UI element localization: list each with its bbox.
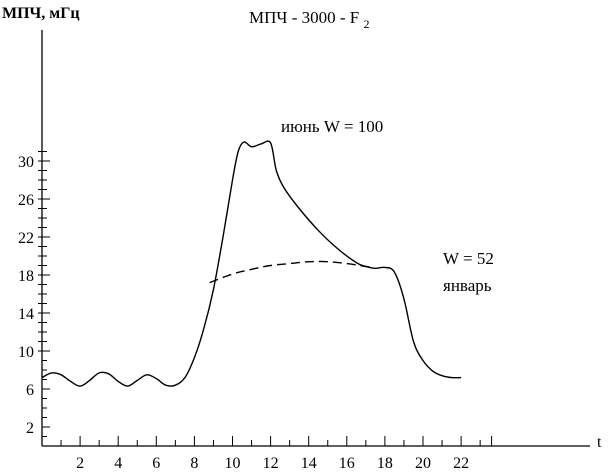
series-label-january-w: W = 52	[443, 249, 494, 268]
chart-title-main: МПЧ - 3000 - F	[249, 8, 359, 27]
series-line-january	[209, 260, 376, 284]
y-tick-label: 2	[26, 420, 34, 437]
x-tick-label: 18	[377, 455, 393, 472]
series-label-january: январь	[443, 276, 492, 295]
y-axis-label: МПЧ, мГц	[2, 5, 80, 22]
x-tick-label: 20	[415, 455, 431, 472]
x-axis-label: t	[597, 434, 602, 451]
x-tick-label: 10	[225, 455, 241, 472]
y-tick-label: 22	[18, 230, 34, 247]
chart-title-subscript: 2	[363, 17, 369, 31]
x-tick-label: 12	[263, 455, 279, 472]
series	[41, 140, 462, 387]
y-tick-label: 10	[18, 344, 34, 361]
y-tick-label: 30	[18, 154, 34, 171]
x-tick-label: 6	[152, 455, 160, 472]
x-tick-label: 8	[190, 455, 198, 472]
series-line-june	[41, 140, 462, 387]
x-tick-label: 4	[114, 455, 122, 472]
x-tick-label: 2	[76, 455, 84, 472]
y-tick-label: 26	[18, 192, 34, 209]
y-tick-label: 18	[18, 268, 34, 285]
chart-title: МПЧ - 3000 - F 2	[249, 8, 369, 31]
series-label-june: июнь W = 100	[281, 117, 383, 136]
axes	[41, 30, 590, 447]
x-tick-label: 22	[453, 455, 469, 472]
x-ticks: 2 4 6 8 10 12 14 16 18 20 22	[60, 436, 493, 472]
x-tick-label: 14	[301, 455, 317, 472]
y-tick-label: 14	[18, 306, 34, 323]
y-tick-label: 6	[26, 382, 34, 399]
x-tick-label: 16	[339, 455, 355, 472]
